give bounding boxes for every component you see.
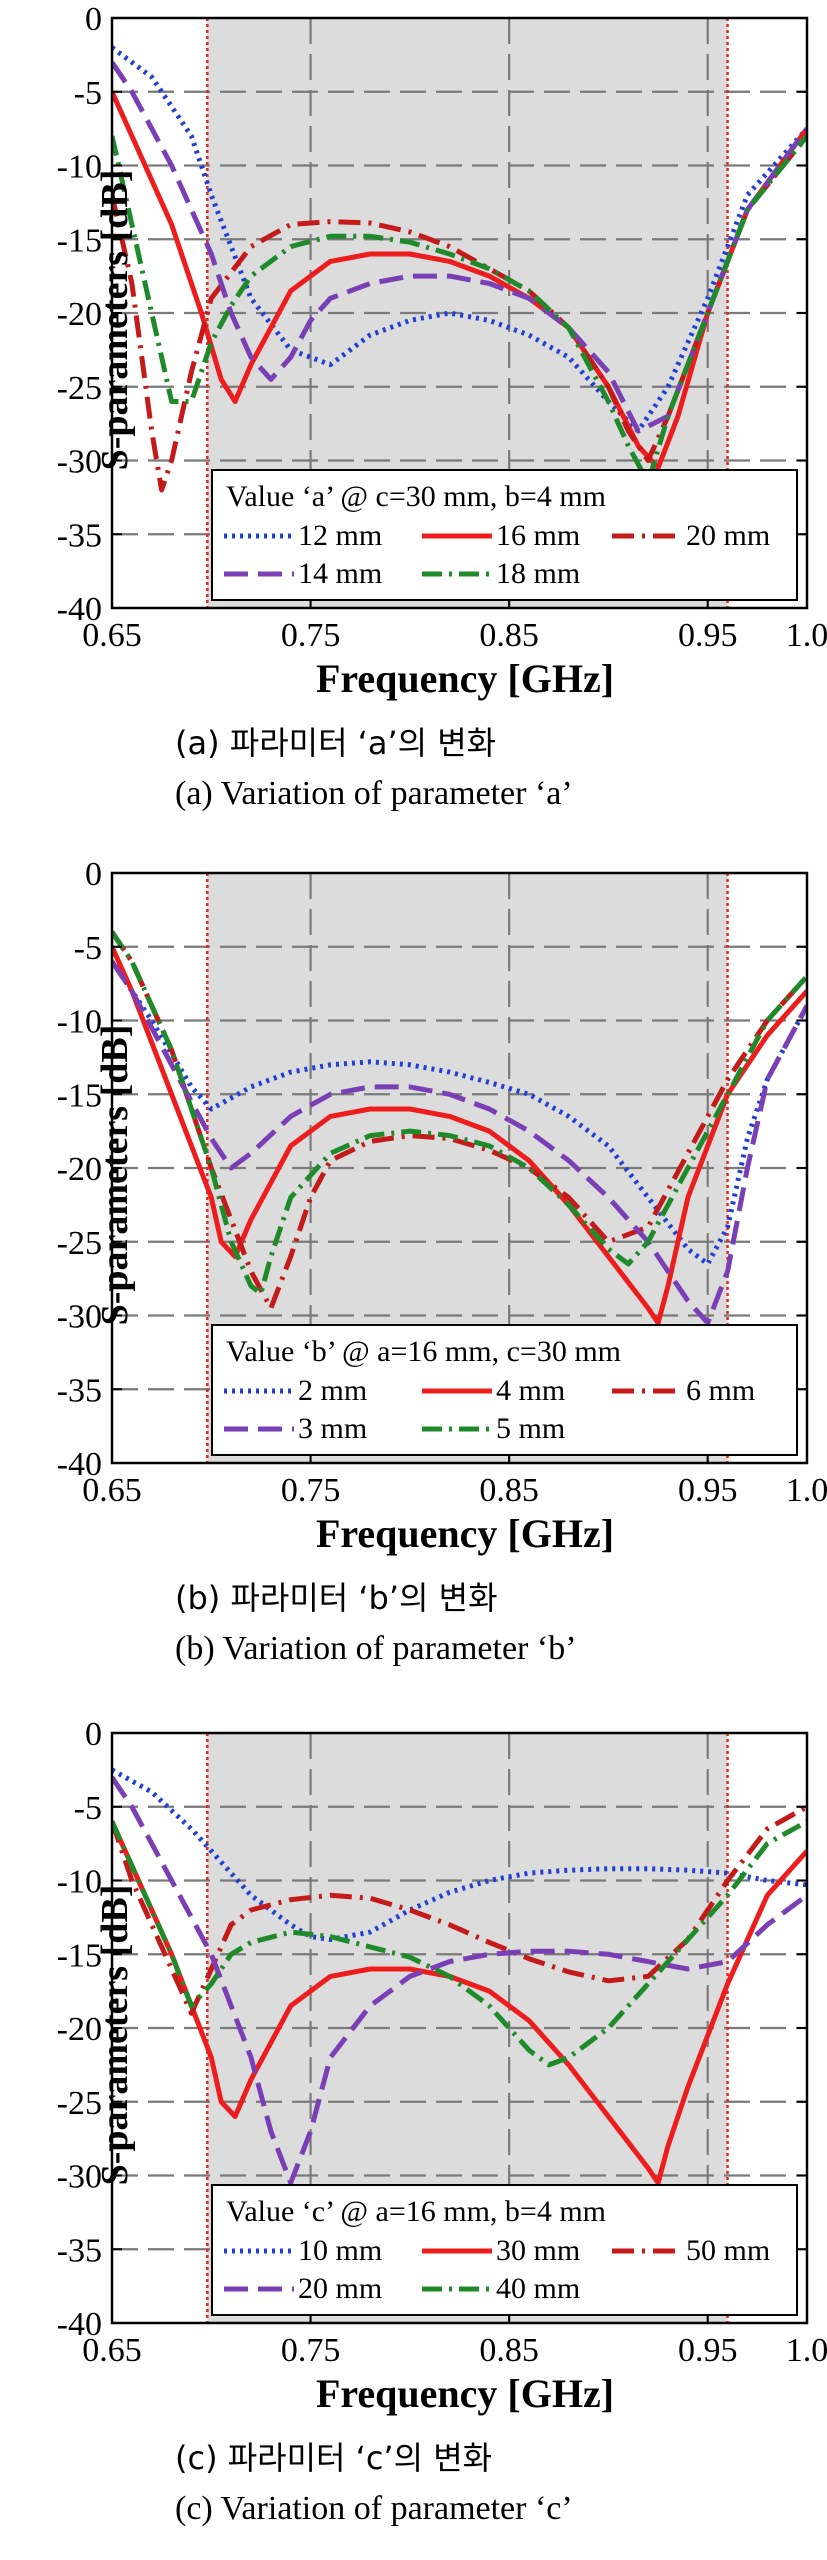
- y-axis-title-c: S-parameters [dB]: [94, 1884, 136, 2186]
- legend-label: 12 mm: [298, 519, 382, 552]
- series-line-3mm: [112, 960, 807, 1326]
- series-line-20mm: [112, 1775, 807, 2186]
- legend: Value ‘a’ @ c=30 mm, b=4 mm 12 mm 16 mm 20 …: [211, 469, 798, 601]
- x-tick-label: 0.75: [281, 1472, 341, 1509]
- legend-title: Value ‘b’ @ a=16 mm, c=30 mm: [226, 1335, 621, 1368]
- legend-label: 10 mm: [298, 2234, 382, 2267]
- chart-panel-b: 0 -5 -10 -15 -20 -25 -30 -35 -40 0.65 0.75 0.85 0.95…: [0, 855, 827, 1690]
- series-line-12mm: [112, 45, 807, 434]
- legend-box: [211, 2184, 798, 2316]
- chart-svg-c: 0 -5 -10 -15 -20 -25 -30 -35 -400.65 0.75 0.85 0.95…: [57, 1716, 827, 2369]
- y-tick-label: -15: [57, 1937, 102, 1974]
- y-axis-title-a: S-parameters [dB]: [94, 169, 136, 471]
- legend-label: 4 mm: [496, 1374, 565, 1407]
- y-tick-label: -35: [57, 1372, 102, 1409]
- legend-label: 6 mm: [686, 1374, 755, 1407]
- x-tick-label: 0.85: [479, 617, 539, 654]
- x-axis-title-c: Frequency [GHz]: [315, 2371, 615, 2416]
- y-tick-label: -15: [57, 222, 102, 259]
- y-tick-label: -35: [57, 2232, 102, 2269]
- x-tick-label: 1.0: [786, 617, 827, 654]
- x-axis-title-b: Frequency [GHz]: [315, 1511, 615, 1556]
- legend-box: [211, 469, 798, 601]
- legend: Value ‘c’ @ a=16 mm, b=4 mm 10 mm 30 mm 50 …: [211, 2184, 798, 2316]
- y-tick-label: -10: [57, 149, 102, 186]
- y-tick-label: -20: [57, 296, 102, 333]
- caption-english-c: (c) Variation of parameter ‘c’: [175, 2490, 573, 2527]
- y-tick-label: -40: [57, 1446, 102, 1483]
- x-tick-label: 0.85: [479, 2332, 539, 2369]
- x-tick-label: 0.95: [678, 2332, 738, 2369]
- y-tick-label: -30: [57, 1299, 102, 1336]
- y-tick-label: 0: [85, 1716, 102, 1753]
- x-tick-label: 1.0: [786, 2332, 827, 2369]
- legend-title: Value ‘c’ @ a=16 mm, b=4 mm: [226, 2195, 606, 2228]
- series-line-5mm: [112, 930, 807, 1296]
- chart-svg-a: 0 -5 -10 -15 -20 -25 -30 -35 -400.65 0.75 0.85 0.95…: [57, 1, 827, 654]
- x-tick-label: 0.65: [82, 1472, 142, 1509]
- y-tick-label: 0: [85, 1, 102, 38]
- legend-label: 14 mm: [298, 557, 382, 590]
- y-tick-label: -30: [57, 2159, 102, 2196]
- series-line-40mm: [112, 1819, 807, 2068]
- series-line-6mm: [112, 930, 807, 1311]
- caption-korean-c: (c) 파라미터 ‘c’의 변화: [175, 2439, 493, 2477]
- y-tick-label: -5: [74, 930, 102, 967]
- x-axis-title-a: Frequency [GHz]: [315, 656, 615, 701]
- x-tick-label: 0.85: [479, 1472, 539, 1509]
- legend-label: 50 mm: [686, 2234, 770, 2267]
- y-tick-label: -15: [57, 1077, 102, 1114]
- series-line-4mm: [112, 945, 807, 1326]
- chart-panel-c: 0 -5 -10 -15 -20 -25 -30 -35 -40 0.65 0.75 0.85 0.95…: [0, 1715, 827, 2560]
- caption-english-a: (a) Variation of parameter ‘a’: [175, 775, 573, 812]
- legend-label: 30 mm: [496, 2234, 580, 2267]
- legend-label: 3 mm: [298, 1412, 367, 1445]
- series-line-2mm: [112, 960, 807, 1267]
- x-tick-label: 0.75: [281, 617, 341, 654]
- x-tick-label: 0.65: [82, 2332, 142, 2369]
- y-tick-label: -40: [57, 591, 102, 628]
- x-tick-label: 1.0: [786, 1472, 827, 1509]
- y-tick-label: -20: [57, 2011, 102, 2048]
- legend-label: 5 mm: [496, 1412, 565, 1445]
- y-tick-label: -10: [57, 1864, 102, 1901]
- x-tick-label: 0.95: [678, 617, 738, 654]
- legend: Value ‘b’ @ a=16 mm, c=30 mm 2 mm 4 mm 6 mm…: [211, 1324, 798, 1456]
- legend-label: 16 mm: [496, 519, 580, 552]
- x-tick-label: 0.95: [678, 1472, 738, 1509]
- y-tick-label: -25: [57, 1225, 102, 1262]
- x-tick-label: 0.75: [281, 2332, 341, 2369]
- series-line-14mm: [112, 60, 807, 434]
- caption-korean-b: (b) 파라미터 ‘b’의 변화: [175, 1579, 498, 1617]
- caption-korean-a: (a) 파라미터 ‘a’의 변화: [175, 724, 497, 762]
- legend-label: 20 mm: [686, 519, 770, 552]
- legend-label: 18 mm: [496, 557, 580, 590]
- y-tick-label: -10: [57, 1004, 102, 1041]
- series-line-50mm: [112, 1804, 807, 2016]
- y-tick-label: -25: [57, 370, 102, 407]
- y-tick-label: -5: [74, 1790, 102, 1827]
- y-tick-label: -5: [74, 75, 102, 112]
- series-line-20mm: [112, 134, 807, 493]
- y-tick-label: -25: [57, 2085, 102, 2122]
- y-tick-label: -35: [57, 517, 102, 554]
- legend-title: Value ‘a’ @ c=30 mm, b=4 mm: [226, 480, 606, 513]
- y-tick-label: -40: [57, 2306, 102, 2343]
- legend-label: 40 mm: [496, 2272, 580, 2305]
- series-line-18mm: [112, 134, 807, 486]
- caption-english-b: (b) Variation of parameter ‘b’: [175, 1630, 577, 1667]
- legend-box: [211, 1324, 798, 1456]
- chart-panel-a: 0 -5 -10 -15 -20 -25 -30 -35 -40 0.65 0.75 0.85 0.95…: [0, 0, 827, 835]
- y-axis-title-b: S-parameters [dB]: [94, 1024, 136, 1326]
- x-tick-label: 0.65: [82, 617, 142, 654]
- y-tick-label: 0: [85, 856, 102, 893]
- chart-svg-b: 0 -5 -10 -15 -20 -25 -30 -35 -400.65 0.75 0.85 0.95…: [57, 856, 827, 1509]
- y-tick-label: -30: [57, 444, 102, 481]
- y-tick-label: -20: [57, 1151, 102, 1188]
- legend-label: 20 mm: [298, 2272, 382, 2305]
- legend-label: 2 mm: [298, 1374, 367, 1407]
